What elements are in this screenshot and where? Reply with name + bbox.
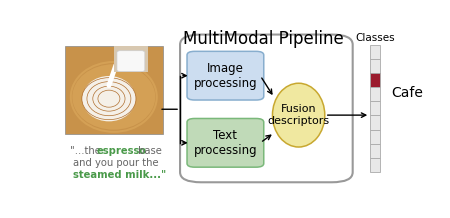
Bar <box>370 87 380 101</box>
Text: steamed milk...": steamed milk..." <box>73 170 166 180</box>
Text: espresso: espresso <box>97 146 147 156</box>
Text: "...the: "...the <box>70 146 104 156</box>
FancyBboxPatch shape <box>117 51 145 72</box>
Bar <box>370 45 380 59</box>
Bar <box>114 46 148 73</box>
Ellipse shape <box>72 64 155 130</box>
FancyBboxPatch shape <box>187 51 264 100</box>
Bar <box>370 130 380 144</box>
Text: Fusion
descriptors: Fusion descriptors <box>268 104 330 126</box>
Bar <box>370 116 380 130</box>
Bar <box>370 158 380 172</box>
FancyBboxPatch shape <box>180 34 353 182</box>
Bar <box>370 101 380 116</box>
Text: Classes: Classes <box>356 33 395 43</box>
Text: Image
processing: Image processing <box>194 62 257 90</box>
Bar <box>370 73 380 87</box>
Text: Cafe: Cafe <box>392 86 423 100</box>
Text: MultiModal Pipeline: MultiModal Pipeline <box>184 30 344 48</box>
Text: Text
processing: Text processing <box>194 129 257 157</box>
FancyBboxPatch shape <box>187 118 264 167</box>
Bar <box>65 46 162 134</box>
Text: base: base <box>135 146 162 156</box>
Ellipse shape <box>273 83 325 147</box>
Text: and you pour the: and you pour the <box>73 158 158 168</box>
Bar <box>370 59 380 73</box>
Bar <box>370 144 380 158</box>
Ellipse shape <box>82 76 136 121</box>
